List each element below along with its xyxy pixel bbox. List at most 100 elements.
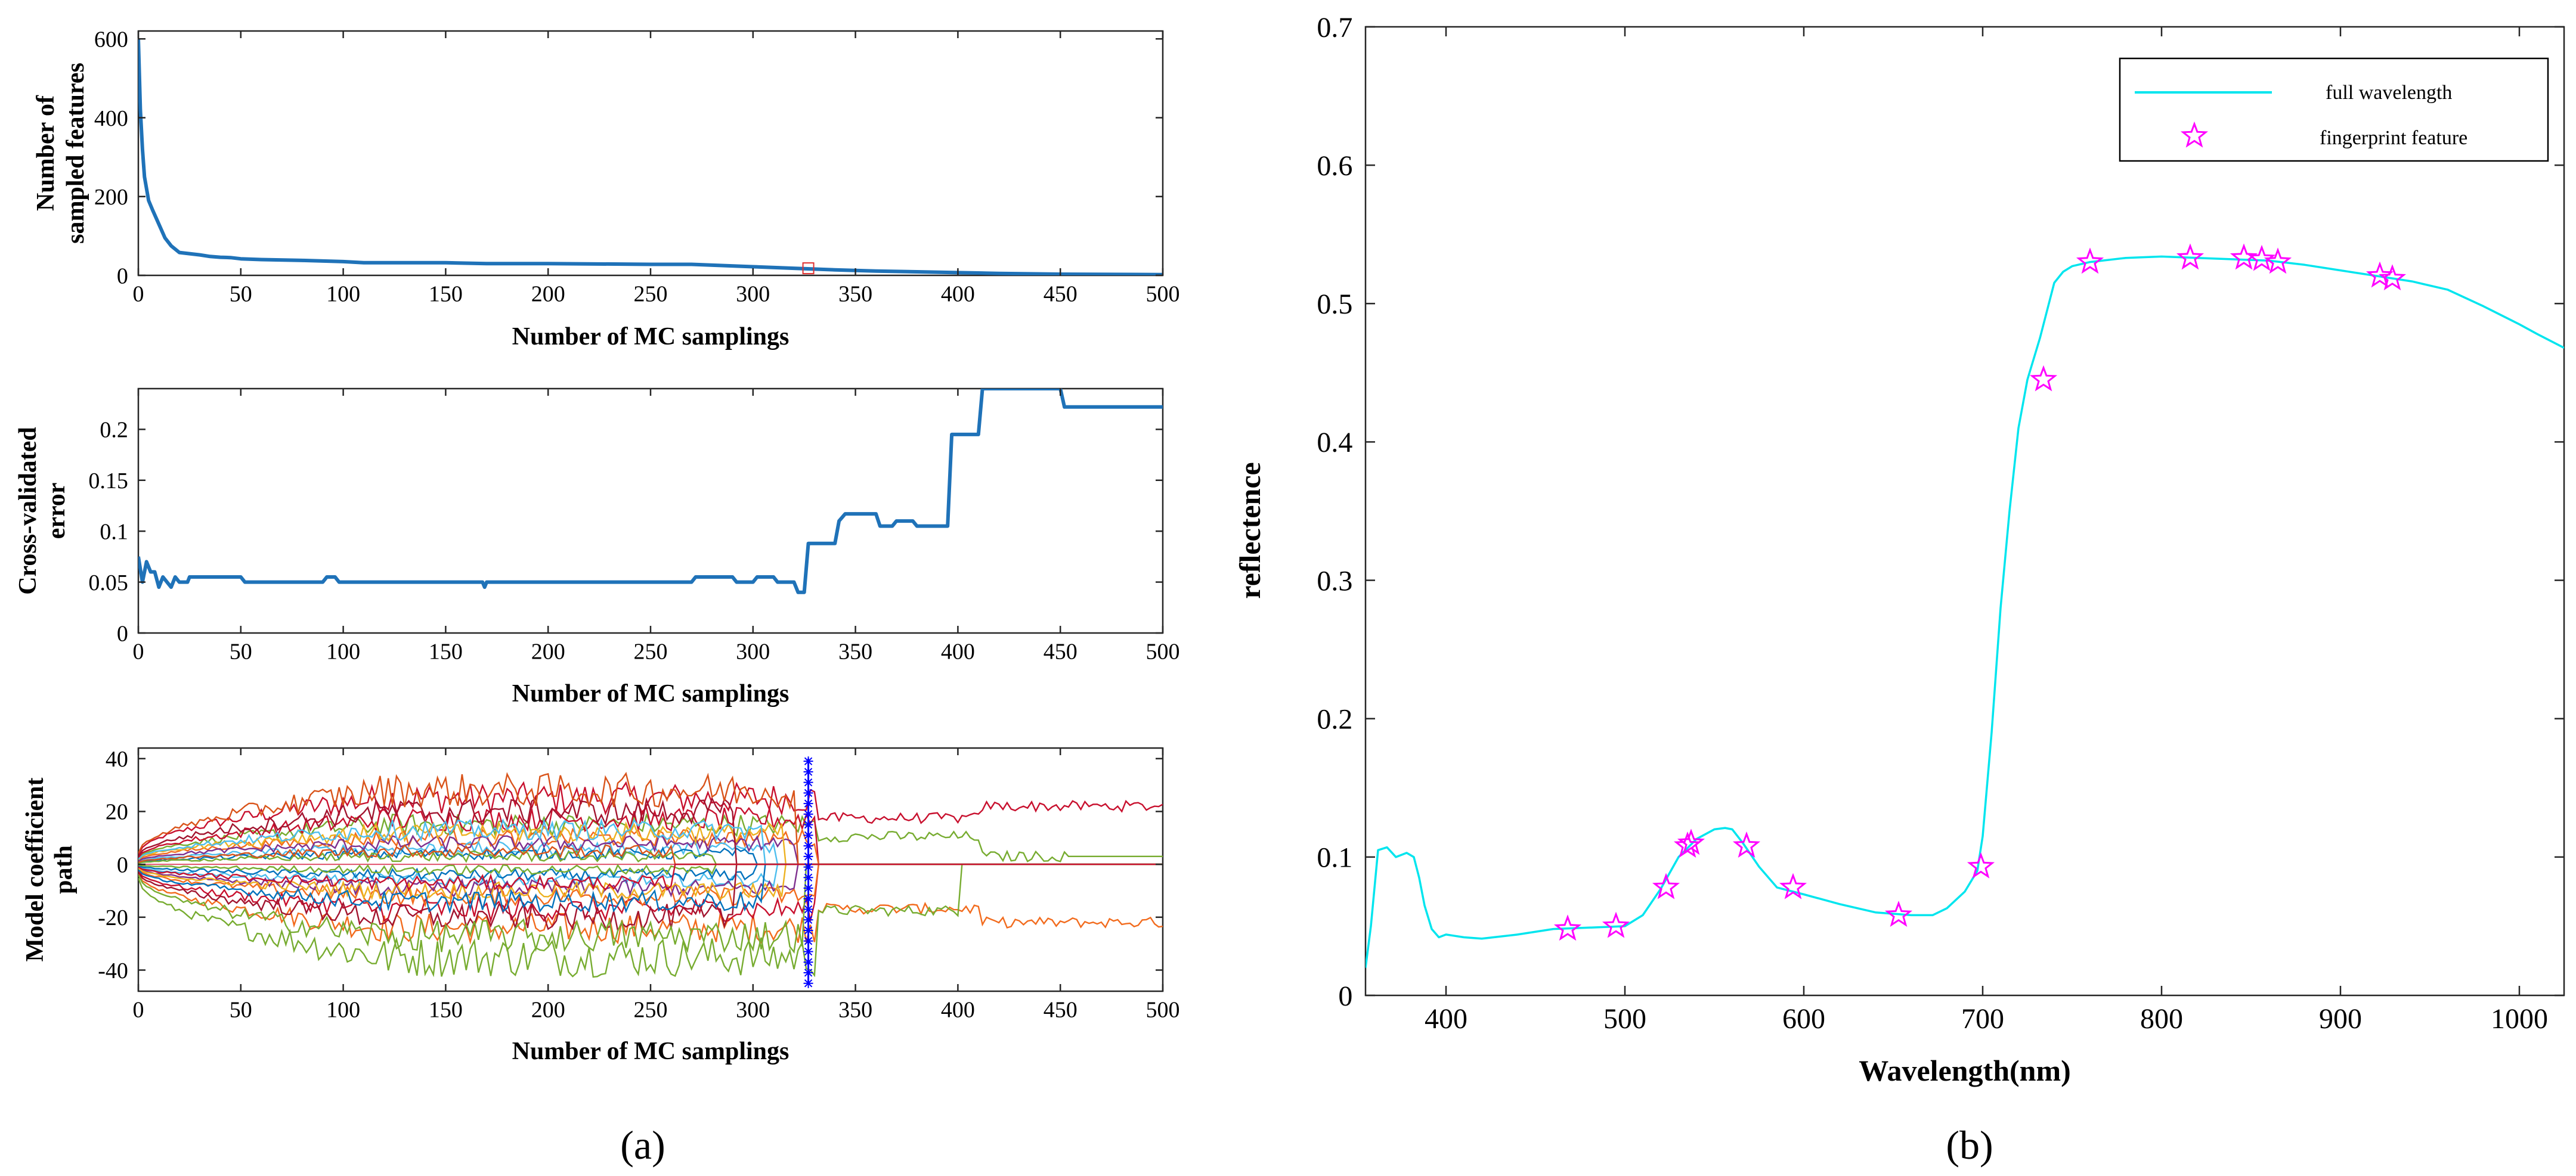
panel-b-axes: 400 500 600 700 800 900 1000 0 0.1 0.2 0.3 0.4 0.5 0.… xyxy=(1317,12,2564,1035)
panel-a1-axes: 0 50 100 150 200 250 300 350 400 450 500 0 200 400 600 xyxy=(94,27,1180,307)
y-tick-label: 0 xyxy=(117,852,128,877)
asterisk-marker xyxy=(803,873,813,883)
fingerprint-star xyxy=(1779,873,1807,899)
x-tick-label: 0 xyxy=(133,282,144,307)
x-tick-label: 400 xyxy=(941,998,975,1023)
x-tick-label: 150 xyxy=(429,282,463,307)
legend: full wavelength fingerprint feature xyxy=(2119,57,2549,162)
asterisk-marker xyxy=(803,767,813,777)
y-tick-label: 600 xyxy=(94,27,128,52)
y-tick-label: 0.2 xyxy=(1317,704,1352,736)
y-tick-label: 40 xyxy=(106,747,128,772)
y-tick-label: 20 xyxy=(106,800,128,825)
asterisk-marker xyxy=(803,915,813,925)
y-tick-label: -40 xyxy=(98,958,128,983)
asterisk-marker xyxy=(803,883,813,893)
x-tick-label: 200 xyxy=(531,640,565,665)
x-tick-label: 500 xyxy=(1603,1003,1646,1035)
asterisk-marker xyxy=(803,967,813,978)
selected-sampling-marker xyxy=(802,262,815,275)
x-tick-label: 150 xyxy=(429,640,463,665)
y-tick-label: 400 xyxy=(94,106,128,131)
panel-a1: 0 50 100 150 200 250 300 350 400 450 500 0 200 400 600… xyxy=(32,27,1180,350)
fingerprint-star xyxy=(1677,829,1705,855)
panel-a2: 0 50 100 150 200 250 300 350 400 450 500 0 0.05 0.1 0.… xyxy=(14,387,1180,708)
y-tick-label: -20 xyxy=(98,905,128,930)
y-tick-label: 0.6 xyxy=(1317,150,1352,182)
panel-a1-ylabel-1: Number of xyxy=(32,95,60,211)
asterisk-marker xyxy=(803,957,813,967)
x-tick-label: 600 xyxy=(1782,1003,1825,1035)
coefficient-path xyxy=(138,863,1163,876)
x-tick-label: 0 xyxy=(133,998,144,1023)
asterisk-marker xyxy=(803,830,813,840)
asterisk-marker xyxy=(803,936,813,946)
asterisk-marker xyxy=(803,777,813,787)
asterisk-marker xyxy=(803,893,813,904)
panel-a1-xlabel: Number of MC samplings xyxy=(512,323,789,350)
x-tick-label: 500 xyxy=(1146,998,1180,1023)
panel-a3-axes: 0 50 100 150 200 250 300 350 400 450 500 -40 -20 0 20 4… xyxy=(98,747,1179,1023)
fingerprint-star xyxy=(1732,831,1761,858)
x-tick-label: 100 xyxy=(326,640,360,665)
y-tick-label: 0.5 xyxy=(1317,288,1352,320)
fingerprint-star xyxy=(2076,247,2104,274)
fingerprint-star xyxy=(2366,261,2394,288)
x-tick-label: 400 xyxy=(941,640,975,665)
panel-b-ylabel: reflectence xyxy=(1233,462,1267,598)
panel-a2-xlabel: Number of MC samplings xyxy=(512,680,789,708)
x-tick-label: 300 xyxy=(736,998,770,1023)
fingerprint-star xyxy=(2378,264,2407,291)
x-tick-label: 100 xyxy=(326,282,360,307)
fingerprint-star xyxy=(1652,873,1680,899)
y-tick-label: 0.1 xyxy=(100,519,128,544)
fingerprint-star xyxy=(2230,243,2258,270)
y-tick-label: 0.4 xyxy=(1317,427,1352,458)
x-tick-label: 300 xyxy=(736,640,770,665)
y-tick-label: 0.2 xyxy=(100,418,128,443)
fingerprint-star xyxy=(1884,901,1913,927)
x-tick-label: 450 xyxy=(1044,640,1078,665)
panel-a3: 0 50 100 150 200 250 300 350 400 450 500 -40 -20 0 20 4… xyxy=(21,747,1180,1065)
y-tick-label: 0.1 xyxy=(1317,842,1352,874)
caption-a: (a) xyxy=(620,1122,665,1168)
panel-a1-plot xyxy=(138,39,1163,275)
fingerprint-star xyxy=(2176,243,2205,270)
x-tick-label: 900 xyxy=(2319,1003,2362,1035)
asterisk-marker xyxy=(803,851,813,861)
y-tick-label: 0.3 xyxy=(1317,565,1352,597)
asterisk-marker xyxy=(803,756,813,767)
panel-b-frame xyxy=(1364,26,2565,997)
y-tick-label: 0.7 xyxy=(1317,12,1352,44)
fingerprint-star xyxy=(1553,914,1582,941)
panel-a2-plot xyxy=(138,389,1163,594)
panel-a3-ylabel-2: path xyxy=(50,845,78,894)
asterisk-marker xyxy=(803,788,813,798)
asterisk-marker xyxy=(803,809,813,819)
x-tick-label: 50 xyxy=(230,282,252,307)
legend-label-full-wavelength: full wavelength xyxy=(2326,82,2452,104)
fingerprint-star xyxy=(1602,911,1630,938)
x-tick-label: 500 xyxy=(1146,282,1180,307)
x-tick-label: 300 xyxy=(736,282,770,307)
panel-a3-ylabel-1: Model coefficient xyxy=(21,777,49,961)
x-tick-label: 200 xyxy=(531,282,565,307)
caption-b: (b) xyxy=(1946,1122,1993,1168)
panel-b-xlabel: Wavelength(nm) xyxy=(1859,1054,2071,1087)
x-tick-label: 50 xyxy=(230,998,252,1023)
asterisk-marker xyxy=(803,947,813,957)
legend-label-fingerprint: fingerprint feature xyxy=(2320,127,2467,149)
legend-star-marker xyxy=(2180,121,2209,148)
x-tick-label: 250 xyxy=(634,282,668,307)
panel-b: 400 500 600 700 800 900 1000 0 0.1 0.2 0.3 0.4 0.5 0.… xyxy=(1233,12,2565,1087)
asterisk-marker xyxy=(803,820,813,830)
x-tick-label: 450 xyxy=(1044,282,1078,307)
fingerprint-star xyxy=(1967,852,1995,879)
asterisk-marker xyxy=(803,799,813,809)
y-tick-label: 0 xyxy=(117,263,128,288)
fingerprint-star xyxy=(2247,244,2276,271)
panel-b-plot xyxy=(1366,243,2564,968)
asterisk-marker xyxy=(803,841,813,851)
asterisk-marker xyxy=(803,978,813,988)
